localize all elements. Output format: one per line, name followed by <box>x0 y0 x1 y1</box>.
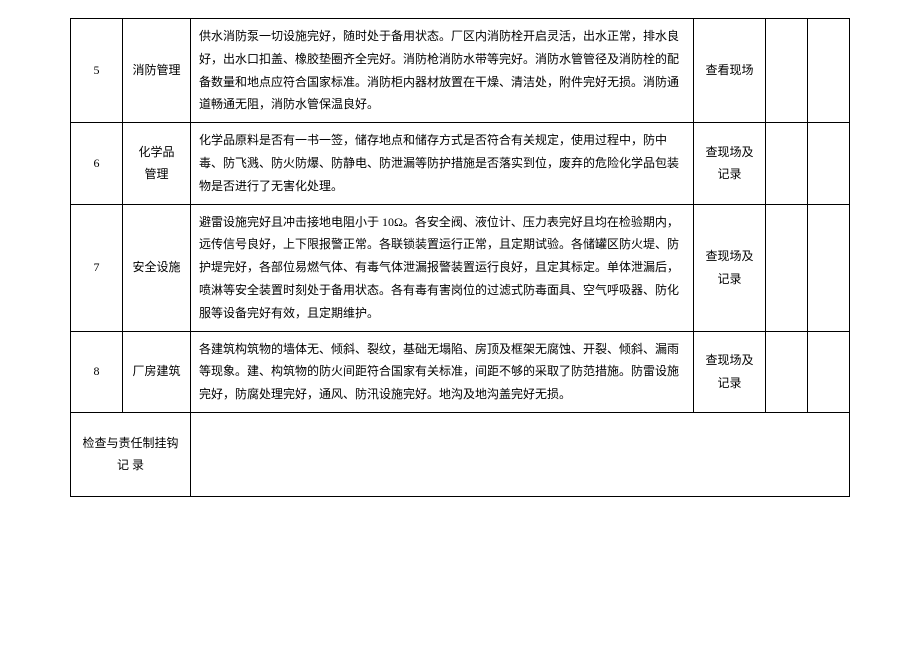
row-method: 查现场及记录 <box>694 331 766 412</box>
footer-label: 检查与责任制挂钩记 录 <box>71 412 191 496</box>
table-row: 7 安全设施 避雷设施完好且冲击接地电阻小于 10Ω。各安全阀、液位计、压力表完… <box>71 204 850 331</box>
row-empty-1 <box>766 19 808 123</box>
row-empty-1 <box>766 204 808 331</box>
row-method: 查现场及记录 <box>694 204 766 331</box>
row-desc: 避雷设施完好且冲击接地电阻小于 10Ω。各安全阀、液位计、压力表完好且均在检验期… <box>191 204 694 331</box>
row-num: 5 <box>71 19 123 123</box>
row-category: 化学品管理 <box>123 123 191 204</box>
row-empty-2 <box>808 331 850 412</box>
row-empty-2 <box>808 123 850 204</box>
row-desc: 化学品原料是否有一书一签，储存地点和储存方式是否符合有关规定，使用过程中，防中毒… <box>191 123 694 204</box>
table-row: 8 厂房建筑 各建筑构筑物的墙体无、倾斜、裂纹，基础无塌陷、房顶及框架无腐蚀、开… <box>71 331 850 412</box>
table-row: 6 化学品管理 化学品原料是否有一书一签，储存地点和储存方式是否符合有关规定，使… <box>71 123 850 204</box>
row-desc: 各建筑构筑物的墙体无、倾斜、裂纹，基础无塌陷、房顶及框架无腐蚀、开裂、倾斜、漏雨… <box>191 331 694 412</box>
row-num: 7 <box>71 204 123 331</box>
row-category: 厂房建筑 <box>123 331 191 412</box>
row-desc: 供水消防泵一切设施完好，随时处于备用状态。厂区内消防栓开启灵活，出水正常，排水良… <box>191 19 694 123</box>
footer-empty <box>191 412 850 496</box>
row-category: 消防管理 <box>123 19 191 123</box>
row-empty-2 <box>808 19 850 123</box>
row-method: 查看现场 <box>694 19 766 123</box>
row-category: 安全设施 <box>123 204 191 331</box>
row-method: 查现场及记录 <box>694 123 766 204</box>
row-empty-1 <box>766 123 808 204</box>
row-empty-2 <box>808 204 850 331</box>
inspection-table: 5 消防管理 供水消防泵一切设施完好，随时处于备用状态。厂区内消防栓开启灵活，出… <box>70 18 850 497</box>
row-num: 6 <box>71 123 123 204</box>
footer-row: 检查与责任制挂钩记 录 <box>71 412 850 496</box>
row-num: 8 <box>71 331 123 412</box>
row-empty-1 <box>766 331 808 412</box>
table-row: 5 消防管理 供水消防泵一切设施完好，随时处于备用状态。厂区内消防栓开启灵活，出… <box>71 19 850 123</box>
